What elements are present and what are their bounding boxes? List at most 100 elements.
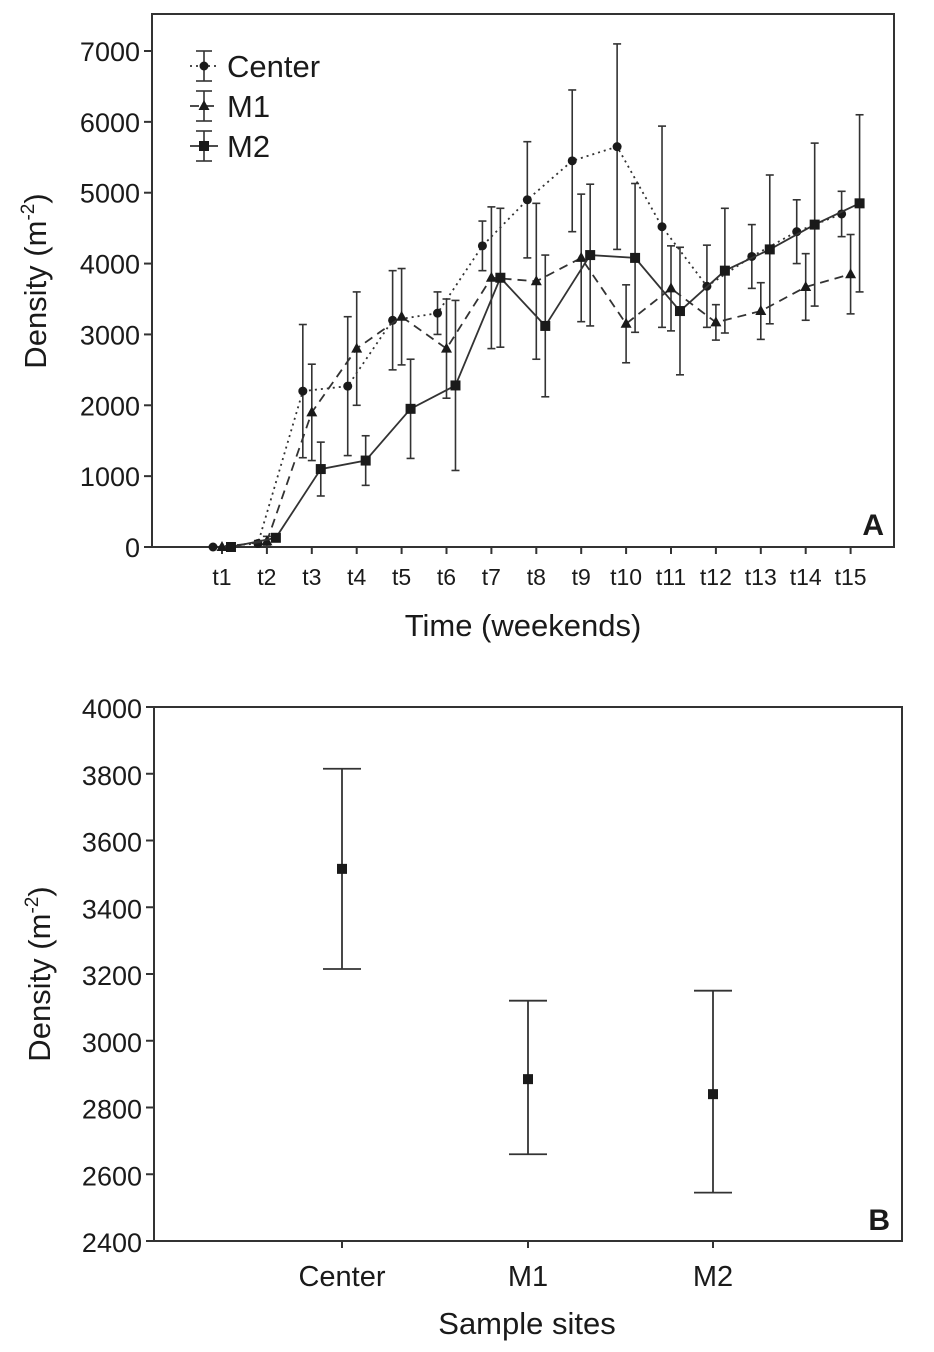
chart-b-x-axis: Center M1 M2: [298, 1241, 733, 1293]
chart-b-panel-label: B: [868, 1204, 890, 1237]
m1-point: [216, 541, 228, 551]
series-m2: [225, 113, 865, 552]
chart-a-xtick-label: t15: [835, 564, 867, 590]
legend-item-m2: M2: [190, 129, 270, 164]
m2-point: [719, 265, 730, 276]
chart-a-x-axis: t1 t2 t3 t4 t5 t6 t7 t8 t9 t10 t11 t12 t13 t14 t15: [212, 547, 867, 590]
m2-point: [540, 320, 551, 331]
m2-point: [225, 542, 236, 552]
chart-a-xtick-label: t9: [572, 564, 591, 590]
chart-b-plot-frame: [153, 706, 903, 1242]
center-point: [567, 156, 577, 166]
center-point: [612, 142, 622, 152]
chart-a-ytick-label: 7000: [80, 37, 140, 67]
m2-point: [854, 198, 865, 209]
m1-point: [800, 280, 812, 291]
center-point: [522, 195, 532, 205]
chart-b-ytick-label: 2600: [82, 1161, 142, 1191]
chart-a-xtick-label: t2: [257, 564, 276, 590]
chart-a-ytick-label: 2000: [80, 391, 140, 421]
chart-b-ytick-label: 3800: [82, 761, 142, 791]
legend-label-center: Center: [227, 49, 320, 84]
point-group-m2: [694, 989, 732, 1194]
chart-a-legend: Center M1 M2: [190, 49, 320, 164]
chart-b-ytick-label: 4000: [82, 694, 142, 724]
m2-point: [315, 464, 326, 475]
legend-marker-m1: [198, 100, 210, 110]
m2-point: [764, 244, 775, 255]
chart-a-xtick-label: t13: [745, 564, 777, 590]
chart-a-xtick-label: t11: [656, 564, 686, 590]
m1-point: [396, 310, 408, 321]
legend-item-center: Center: [190, 49, 320, 84]
chart-a-y-axis: 0 1000 2000 3000 4000 5000 6000 7000: [80, 37, 152, 563]
chart-a-xtick-label: t14: [790, 564, 822, 590]
m2-point: [360, 455, 371, 466]
chart-b: 2400 2600 2800 3000 3200 3400 3600 3800 4000 Cen…: [22, 694, 903, 1341]
center-point: [477, 241, 487, 251]
chart-a-xtick-label: t6: [437, 564, 456, 590]
m1-point: [710, 316, 722, 327]
center-point: [433, 308, 443, 318]
chart-a-ytick-label: 1000: [80, 462, 140, 492]
m2-point: [674, 306, 685, 317]
chart-b-xtick-label: M2: [693, 1261, 733, 1293]
center-point: [208, 542, 218, 552]
m1-point: [485, 271, 497, 282]
legend-label-m2: M2: [227, 129, 270, 164]
legend-marker-center: [199, 61, 209, 71]
point-group-m1: [509, 999, 547, 1156]
chart-a-ytick-label: 6000: [80, 108, 140, 138]
m2-point: [585, 250, 596, 261]
chart-a-xtick-label: t10: [610, 564, 642, 590]
m1-point: [351, 342, 363, 353]
chart-a: 0 1000 2000 3000 4000 5000 6000 7000 t1 t2 t3 t4 t5…: [18, 13, 895, 643]
chart-a-panel-label: A: [862, 509, 884, 542]
chart-a-series-layer: [208, 43, 865, 552]
m1-point: [755, 305, 767, 316]
m2-point: [450, 380, 461, 391]
m1-point: [575, 251, 587, 262]
chart-b-ytick-label: 2800: [82, 1095, 142, 1125]
legend-item-m1: M1: [190, 89, 270, 124]
chart-a-xtick-label: t1: [212, 564, 231, 590]
chart-a-plot-frame: [151, 13, 895, 548]
chart-b-ytick-label: 3600: [82, 828, 142, 858]
center-point: [343, 381, 353, 391]
series-center: [208, 43, 847, 552]
chart-a-ytick-label: 5000: [80, 179, 140, 209]
center-line: [212, 145, 842, 548]
chart-a-xtick-label: t3: [302, 564, 321, 590]
chart-a-xtick-label: t5: [392, 564, 411, 590]
chart-b-ytick-label: 2400: [82, 1228, 142, 1258]
chart-b-xtick-label: M1: [508, 1261, 548, 1293]
center-point: [657, 222, 667, 232]
legend-label-m1: M1: [227, 89, 270, 124]
m1-point: [306, 406, 318, 417]
chart-b-xlabel: Sample sites: [438, 1306, 615, 1341]
chart-b-y-axis: 2400 2600 2800 3000 3200 3400 3600 3800 4000: [82, 694, 154, 1258]
m1-point: [620, 317, 632, 328]
chart-b-ytick-label: 3000: [82, 1028, 142, 1058]
chart-b-xtick-label: Center: [298, 1261, 385, 1293]
series-m1: [216, 193, 857, 551]
chart-a-ylabel: Density (m-2): [18, 193, 53, 368]
m2-mean-point: [708, 1089, 718, 1100]
chart-b-points-layer: [323, 767, 732, 1194]
chart-a-xtick-label: t12: [700, 564, 732, 590]
m1-point: [530, 275, 542, 286]
m2-point: [809, 219, 820, 230]
m2-point: [495, 272, 506, 283]
chart-b-ylabel: Density (m-2): [22, 886, 57, 1061]
m1-mean-point: [523, 1074, 533, 1085]
chart-a-ytick-label: 0: [125, 533, 140, 563]
chart-a-xtick-label: t8: [527, 564, 546, 590]
m1-point: [665, 282, 677, 293]
chart-a-xlabel: Time (weekends): [405, 608, 642, 643]
chart-a-xtick-label: t7: [482, 564, 501, 590]
chart-a-xtick-label: t4: [347, 564, 366, 590]
m2-point: [405, 403, 416, 414]
m2-point: [270, 532, 281, 543]
center-mean-point: [337, 863, 347, 874]
center-point: [298, 386, 308, 396]
